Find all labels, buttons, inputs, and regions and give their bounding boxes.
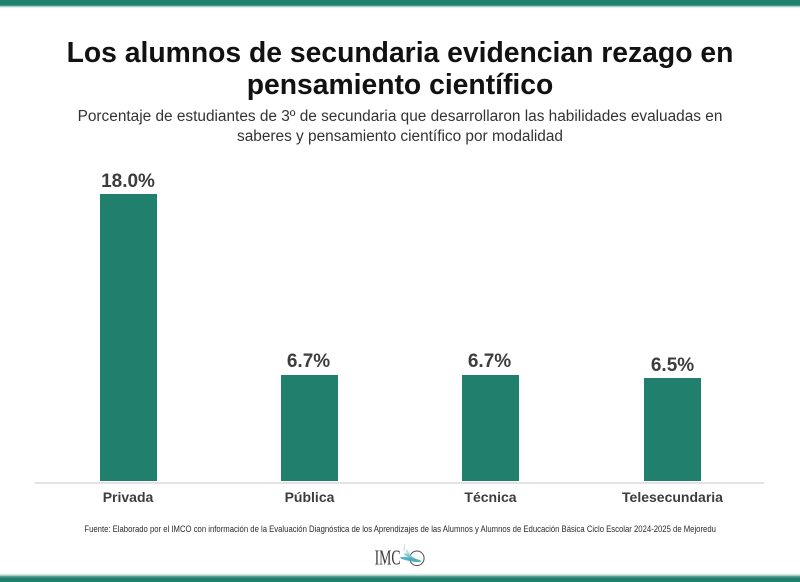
svg-text:IMC: IMC	[375, 545, 401, 569]
